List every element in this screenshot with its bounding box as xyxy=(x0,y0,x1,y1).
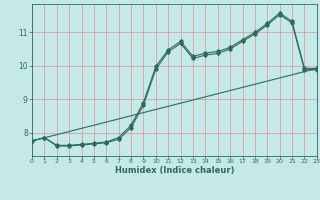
X-axis label: Humidex (Indice chaleur): Humidex (Indice chaleur) xyxy=(115,166,234,175)
